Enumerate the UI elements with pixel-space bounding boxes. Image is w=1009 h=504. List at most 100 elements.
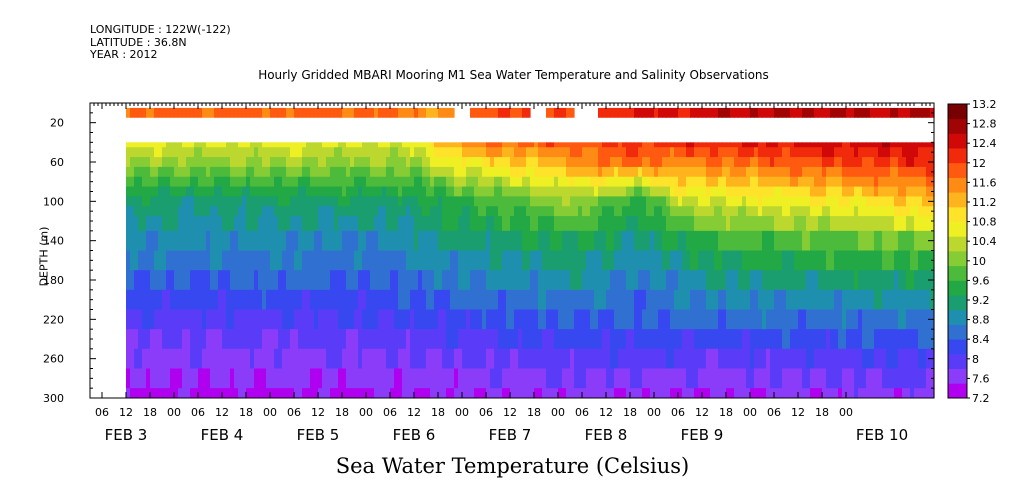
heat-cell [314,196,319,207]
heat-cell [190,289,195,311]
heat-cell [874,196,879,207]
heat-cell [134,107,139,118]
heat-cell [830,329,835,350]
heat-cell [298,196,303,207]
heat-cell [846,368,851,389]
heat-cell [802,368,807,389]
heat-cell [298,206,303,217]
heat-cell [822,270,827,291]
heat-cell [302,157,307,168]
heat-cell [814,230,819,252]
heat-cell [558,196,563,207]
heat-cell [850,309,855,330]
heat-cell [554,147,559,158]
heat-cell [234,216,239,232]
heat-cell [354,147,359,158]
heat-cell [342,157,347,168]
heat-cell [594,270,599,291]
heat-cell [678,230,683,252]
heat-cell [770,368,775,389]
heat-cell [142,388,147,398]
heat-cell [922,250,927,271]
heat-cell [582,186,587,198]
heat-cell [334,388,339,398]
heat-cell [158,147,163,158]
heat-cell [798,166,803,178]
heat-cell [130,348,135,370]
y-tick-label: 180 [43,274,64,287]
heat-cell [230,216,235,232]
heat-cell [470,176,475,188]
heat-cell [394,388,399,398]
heat-cell [698,289,703,311]
heat-cell [778,107,783,118]
heat-cell [546,166,551,178]
heat-cell [294,196,299,207]
heat-cell [358,157,363,168]
heat-cell [466,388,471,398]
heat-cell [814,147,819,158]
heat-cell [570,348,575,370]
heat-cell [294,186,299,198]
heat-cell [258,147,263,158]
heat-cell [502,196,507,207]
heat-cell [294,206,299,217]
heat-cell [870,142,875,148]
heat-cell [354,250,359,271]
heat-cell [486,142,491,148]
heat-cell [742,250,747,271]
heat-cell [730,348,735,370]
heat-cell [642,309,647,330]
heat-cell [898,270,903,291]
heat-cell [694,186,699,198]
heat-cell [522,270,527,291]
heat-cell [382,368,387,389]
heat-cell [886,348,891,370]
heat-cell [782,216,787,232]
heat-cell [874,166,879,178]
heat-cell [710,216,715,232]
heat-cell [702,142,707,148]
heat-cell [582,147,587,158]
heat-cell [866,206,871,217]
heat-cell [274,186,279,198]
heat-cell [906,250,911,271]
heat-cell [218,270,223,291]
heat-cell [370,368,375,389]
heat-cell [602,329,607,350]
heat-cell [750,176,755,188]
heat-cell [398,142,403,148]
heat-cell [346,216,351,232]
chart-title: Hourly Gridded MBARI Mooring M1 Sea Wate… [258,68,769,82]
heat-cell [318,157,323,168]
heat-cell [694,309,699,330]
heat-cell [750,196,755,207]
heat-cell [366,368,371,389]
heat-cell [502,216,507,232]
heat-cell [206,348,211,370]
heat-cell [654,348,659,370]
heat-cell [546,196,551,207]
heat-cell [574,309,579,330]
heat-cell [178,186,183,198]
heat-cell [370,289,375,311]
heat-cell [290,157,295,168]
heat-cell [734,250,739,271]
heat-cell [262,157,267,168]
heat-cell [714,348,719,370]
heat-cell [210,107,215,118]
heat-cell [778,176,783,188]
heat-cell [702,186,707,198]
heat-cell [794,157,799,168]
heat-cell [678,388,683,398]
heat-cell [866,329,871,350]
heat-cell [474,186,479,198]
heat-cell [338,250,343,271]
heat-cell [166,166,171,178]
heat-cell [262,176,267,188]
heat-cell [494,196,499,207]
heat-cell [698,176,703,188]
heat-cell [922,107,927,118]
heat-cell [490,157,495,168]
heat-cell [606,166,611,178]
